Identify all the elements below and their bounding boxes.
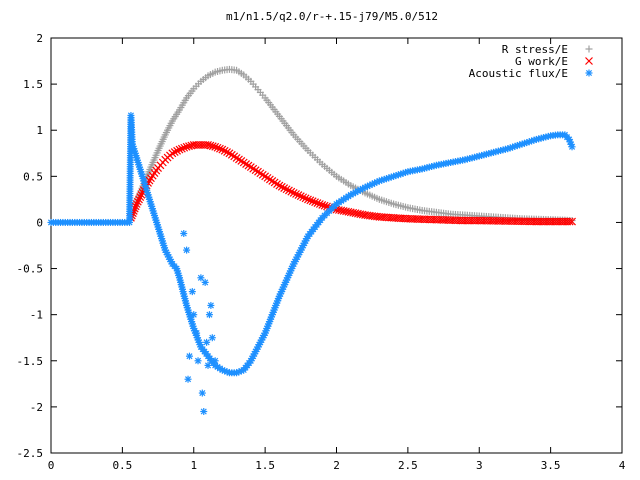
g-work-point xyxy=(204,141,212,149)
acoustic-flux-point xyxy=(188,288,196,296)
g-work-point xyxy=(284,186,293,195)
g-work-point xyxy=(311,198,320,207)
y-tick-label: -1.5 xyxy=(17,355,44,368)
g-work-point xyxy=(215,144,224,153)
g-work-point xyxy=(299,193,308,202)
acoustic-flux-point xyxy=(204,361,212,369)
y-tick-label: 1 xyxy=(36,124,43,137)
g-work-point xyxy=(223,148,231,156)
g-work-point xyxy=(182,142,191,151)
x-tick-label: 2 xyxy=(333,459,340,472)
legend-marker-1 xyxy=(585,57,593,65)
g-work-point xyxy=(206,141,215,150)
g-work-point xyxy=(294,191,303,200)
g-work-point xyxy=(175,145,184,154)
acoustic-flux-point xyxy=(201,278,209,286)
legend-marker-0 xyxy=(585,45,593,53)
acoustic-flux-point xyxy=(205,311,213,319)
g-work-point xyxy=(306,196,315,205)
series-1 xyxy=(127,141,576,226)
legend-label-r-stress: R stress/E xyxy=(502,43,568,56)
g-work-point xyxy=(280,184,289,192)
x-tick-label: 3.5 xyxy=(541,459,561,472)
x-tick-label: 0.5 xyxy=(112,459,132,472)
g-work-point xyxy=(135,195,143,204)
g-work-point xyxy=(282,185,291,194)
x-tick-label: 4 xyxy=(619,459,626,472)
g-work-point xyxy=(318,200,327,209)
y-tick-label: -1 xyxy=(30,309,43,322)
y-tick-label: 2 xyxy=(36,32,43,45)
acoustic-flux-point xyxy=(208,334,216,342)
acoustic-flux-point xyxy=(180,230,188,238)
y-tick-label: 1.5 xyxy=(23,78,43,91)
acoustic-flux-point xyxy=(203,338,211,346)
acoustic-flux-point xyxy=(200,408,208,415)
g-work-point xyxy=(292,190,300,198)
g-work-point xyxy=(320,201,329,210)
acoustic-flux-point xyxy=(190,311,198,319)
g-work-point xyxy=(308,197,317,206)
g-work-point xyxy=(296,192,305,201)
x-tick-label: 1 xyxy=(190,459,197,472)
g-work-point xyxy=(275,181,284,190)
x-tick-label: 3 xyxy=(476,459,483,472)
chart-title: m1/n1.5/q2.0/r-+.15-j79/M5.0/512 xyxy=(226,10,438,23)
g-work-point xyxy=(185,142,193,151)
acoustic-flux-point xyxy=(568,143,576,151)
g-work-point xyxy=(170,148,179,156)
g-work-point xyxy=(315,200,324,208)
y-tick-label: -2.5 xyxy=(17,447,44,460)
series-2 xyxy=(47,111,576,377)
legend-label-acoustic-flux: Acoustic flux/E xyxy=(469,67,568,80)
g-work-point xyxy=(180,143,189,152)
g-work-point xyxy=(132,200,141,208)
g-work-point xyxy=(133,197,142,206)
acoustic-flux-point xyxy=(197,274,205,282)
y-tick-label: -2 xyxy=(30,401,43,414)
legend-marker-2 xyxy=(585,69,593,77)
g-work-point xyxy=(131,202,140,211)
g-work-point xyxy=(565,217,574,226)
g-work-point xyxy=(568,217,576,226)
acoustic-flux-point xyxy=(207,301,215,309)
acoustic-flux-point xyxy=(198,389,206,397)
g-work-point xyxy=(177,144,186,153)
acoustic-flux-point xyxy=(193,329,201,337)
series-3 xyxy=(180,230,219,415)
g-work-point xyxy=(213,143,222,152)
r-stress-point xyxy=(568,217,576,225)
g-work-point xyxy=(277,182,286,191)
acoustic-flux-point xyxy=(211,357,219,365)
y-tick-label: -0.5 xyxy=(17,263,44,276)
g-work-point xyxy=(173,146,182,155)
legend: R stress/E G work/E Acoustic flux/E xyxy=(469,43,593,80)
g-work-point xyxy=(289,189,298,197)
acoustic-flux-point xyxy=(184,375,192,383)
g-work-point xyxy=(287,187,296,196)
acoustic-flux-point xyxy=(194,357,202,365)
g-work-point xyxy=(136,193,145,202)
x-tick-label: 0 xyxy=(48,459,55,472)
y-tick-label: 0 xyxy=(36,216,43,229)
g-work-point xyxy=(218,145,227,154)
acoustic-flux-point xyxy=(185,352,193,360)
acoustic-flux-point xyxy=(183,246,191,254)
g-work-point xyxy=(301,194,310,203)
y-tick-label: 0.5 xyxy=(23,170,43,183)
g-work-point xyxy=(220,146,229,155)
legend-label-g-work: G work/E xyxy=(515,55,568,68)
x-tick-label: 1.5 xyxy=(255,459,275,472)
x-tick-label: 2.5 xyxy=(398,459,418,472)
g-work-point xyxy=(313,199,322,208)
g-work-point xyxy=(304,195,312,204)
g-work-point xyxy=(168,149,177,158)
g-work-point xyxy=(211,142,220,151)
g-work-point xyxy=(208,142,217,151)
